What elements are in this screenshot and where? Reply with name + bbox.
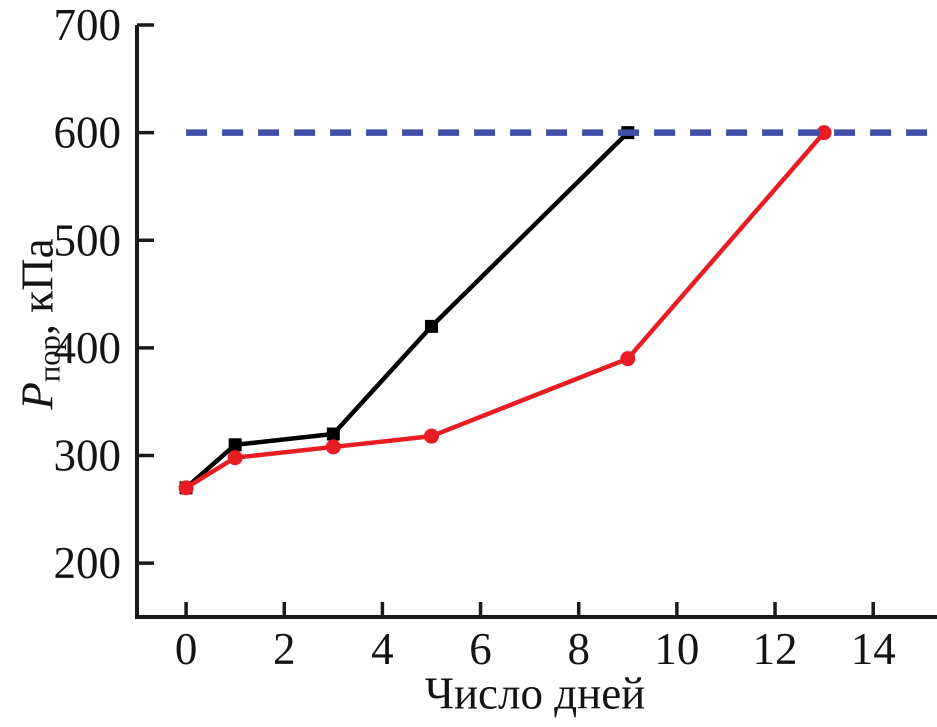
x-tick-label: 12 (753, 624, 798, 674)
x-tick-label: 2 (273, 624, 296, 674)
x-axis-label: Число дней (424, 668, 646, 719)
data-point-marker-black-squares (424, 319, 438, 333)
series-line-black-squares (183, 130, 631, 491)
data-point-marker-red-circles (816, 125, 832, 141)
y-tick-label: 500 (54, 215, 122, 265)
y-tick-label: 400 (54, 323, 122, 373)
data-point-marker-red-circles (227, 450, 243, 466)
y-tick-label: 700 (54, 0, 122, 50)
y-axis-label: Pпор, кПа (12, 238, 67, 410)
x-tick-label: 14 (851, 624, 896, 674)
y-axis-units: , кПа (12, 238, 63, 336)
x-tick-label: 6 (469, 624, 492, 674)
y-tick-label: 300 (54, 431, 122, 481)
y-axis-subscript: пор (32, 335, 67, 383)
x-tick-label: 10 (654, 624, 699, 674)
data-point-marker-red-circles (178, 480, 194, 496)
data-point-marker-black-squares (228, 438, 242, 452)
data-point-marker-red-circles (325, 439, 341, 455)
data-point-marker-red-circles (620, 351, 636, 367)
y-tick-label: 200 (54, 538, 122, 588)
data-point-marker-black-squares (326, 427, 340, 441)
y-axis-symbol: P (12, 382, 63, 410)
y-tick-label: 600 (54, 108, 122, 158)
x-tick-label: 8 (567, 624, 590, 674)
data-point-marker-red-circles (423, 428, 439, 444)
x-tick-label: 0 (175, 624, 198, 674)
series-line-red-circles (183, 130, 827, 491)
x-tick-label: 4 (371, 624, 394, 674)
